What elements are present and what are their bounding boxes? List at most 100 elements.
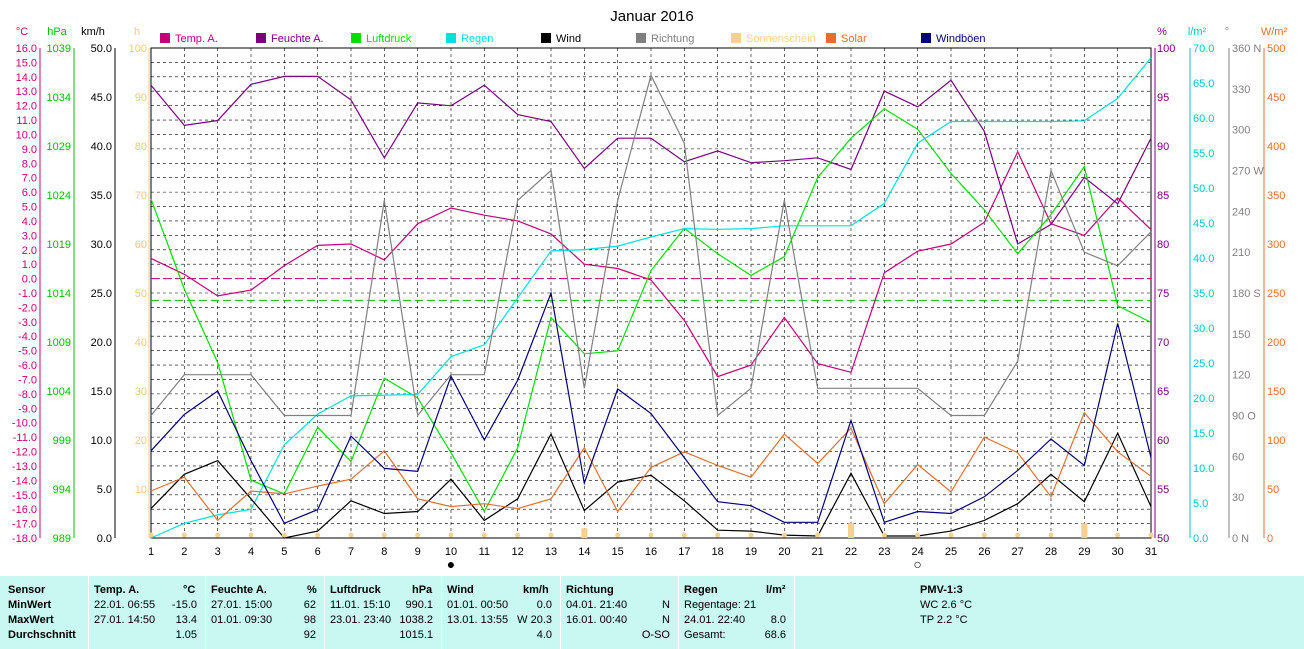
legend-label-8: Windböen	[936, 33, 986, 45]
humidity-tick-label: 75	[1157, 288, 1169, 300]
x-tick-label: 5	[281, 546, 287, 558]
sunshine-bar	[848, 523, 854, 538]
humidity-tick-label: 90	[1157, 141, 1169, 153]
series-4	[150, 431, 1152, 539]
temp-tick-label: -12.0	[12, 447, 37, 459]
temp-tick-label: 2.0	[22, 245, 37, 257]
x-tick-label: 26	[978, 546, 990, 558]
sunshine-point	[381, 532, 387, 538]
summary-unit-pressure: hPa	[412, 584, 433, 596]
x-tick-label: 22	[845, 546, 857, 558]
temp-tick-label: -5.0	[18, 346, 37, 358]
x-tick-label: 17	[678, 546, 690, 558]
direction-unit-label: °	[1225, 26, 1229, 38]
temp-tick-label: -14.0	[12, 475, 37, 487]
rain-tick-label: 5.0	[1193, 498, 1208, 510]
summary-label-max: MaxWert	[8, 614, 54, 626]
x-tick-label: 11	[479, 546, 490, 558]
humidity-tick-label: 70	[1157, 337, 1169, 349]
legend-swatch-4	[541, 33, 551, 43]
rain-tick-label: 10.0	[1193, 463, 1214, 475]
summary-col-rain: Regen l/m² Regentage: 21 24.01. 22:40 8.0 …	[678, 576, 795, 649]
x-tick-label: 27	[1012, 546, 1024, 558]
humidity-tick-label: 60	[1157, 435, 1169, 447]
humidity-tick-label: 65	[1157, 386, 1169, 398]
direction-avg-value: O-SO	[641, 629, 670, 641]
direction-tick-label: 210	[1232, 247, 1250, 259]
temp-min-value: -15.0	[171, 599, 197, 611]
sunshine-point	[515, 532, 521, 538]
humidity-unit-label: %	[1157, 26, 1167, 38]
pressure-tick-label: 1019	[47, 239, 71, 251]
summary-header-sensor: Sensor	[8, 584, 46, 596]
humidity-avg-value: 92	[303, 629, 316, 641]
x-tick-label: 31	[1145, 546, 1157, 558]
rain-total-value: 68.6	[764, 629, 786, 641]
legend-label-2: Luftdruck	[366, 33, 412, 45]
solar-tick-label: 150	[1267, 386, 1285, 398]
x-tick-label: 9	[415, 546, 421, 558]
sunshine-unit-label: h	[134, 26, 140, 38]
direction-tick-label: 240	[1232, 206, 1250, 218]
sunshine-tick-label: 60	[135, 239, 147, 251]
solar-tick-label: 350	[1267, 190, 1285, 202]
sunshine-bar	[1081, 523, 1088, 538]
temp-tick-label: -10.0	[12, 418, 37, 430]
x-tick-label: 10	[445, 546, 457, 558]
summary-col-humidity: Feuchte A.% 27.01. 15:00 62 01.01. 09:30 9…	[205, 576, 325, 649]
wind-unit-label: km/h	[81, 26, 105, 38]
temp-tick-label: 3.0	[22, 230, 37, 242]
legend-label-7: Solar	[841, 33, 867, 45]
pressure-avg-value: 1015.1	[399, 629, 433, 641]
sunshine-point	[848, 532, 854, 538]
legend-label-1: Feuchte A.	[271, 33, 324, 45]
sunshine-point	[415, 532, 421, 538]
series-line-7	[150, 411, 1152, 522]
moon-marker-0: ●	[447, 556, 455, 572]
pressure-max-value: 1038.2	[399, 614, 433, 626]
x-tick-label: 23	[878, 546, 890, 558]
direction-max-time: 16.01. 00:40	[566, 614, 628, 626]
wind-max-time: 13.01. 13:55	[447, 614, 509, 626]
solar-tick-label: 100	[1267, 435, 1285, 447]
humidity-min-value: 62	[303, 599, 316, 611]
temp-tick-label: -18.0	[12, 533, 37, 545]
rain-tick-label: 40.0	[1193, 253, 1214, 265]
rain-tick-label: 60.0	[1193, 113, 1214, 125]
pressure-tick-label: 1039	[47, 43, 71, 55]
legend-label-0: Temp. A.	[175, 33, 218, 45]
x-tick-label: 25	[945, 546, 957, 558]
pmv-windchill: WC 2.6 °C	[920, 599, 973, 611]
summary-col-sensor: Sensor MinWert MaxWert Durchschnitt	[0, 576, 89, 649]
sunshine-tick-label: 20	[135, 435, 147, 447]
direction-min-value: N	[662, 599, 670, 611]
direction-tick-label: 120	[1232, 370, 1250, 382]
wind-tick-label: 15.0	[91, 386, 112, 398]
series-6	[148, 523, 1154, 538]
pressure-tick-label: 1034	[47, 92, 71, 104]
sunshine-point	[881, 532, 887, 538]
temp-tick-label: 13.0	[16, 86, 37, 98]
sunshine-tick-label: 70	[135, 190, 147, 202]
sunshine-point	[581, 532, 587, 538]
legend-label-3: Regen	[461, 33, 493, 45]
series-2	[150, 108, 1152, 513]
temp-tick-label: 6.0	[22, 187, 37, 199]
sunshine-tick-label: 100	[129, 43, 147, 55]
x-tick-label: 19	[745, 546, 757, 558]
x-tick-label: 29	[1078, 546, 1090, 558]
temp-tick-label: 7.0	[22, 173, 37, 185]
wind-tick-label: 20.0	[91, 337, 112, 349]
legend-swatch-7	[826, 33, 836, 43]
weather-chart: Januar 2016 1 2 3 4 5 6 7 8 9 10 11 12 13 14 15 16 17 18 1…	[12, 8, 1288, 572]
humidity-tick-label: 100	[1157, 43, 1175, 55]
direction-tick-label: 360 N	[1232, 43, 1261, 55]
temp-tick-label: 15.0	[16, 57, 37, 69]
legend-swatch-6	[731, 33, 741, 43]
wind-min-value: 0.0	[536, 599, 552, 611]
rain-tick-label: 45.0	[1193, 218, 1214, 230]
sunshine-point	[715, 532, 721, 538]
temp-tick-label: -1.0	[18, 288, 37, 300]
sunshine-point	[248, 532, 254, 538]
temp-tick-label: 4.0	[22, 216, 37, 228]
